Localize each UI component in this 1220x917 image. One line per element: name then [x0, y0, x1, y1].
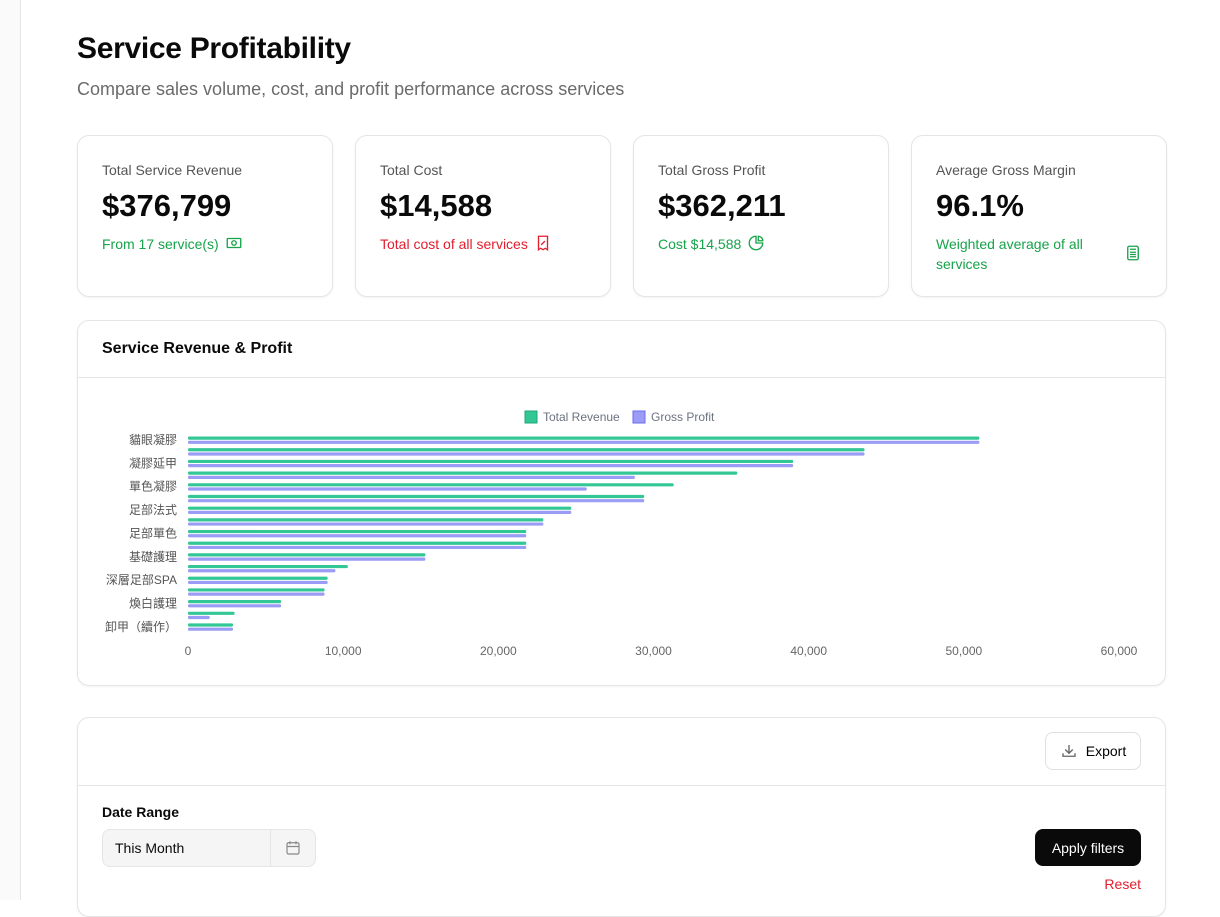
page-subtitle: Compare sales volume, cost, and profit p…: [77, 79, 625, 99]
stat-value: $362,211: [658, 188, 786, 223]
bar-gross-profit[interactable]: [188, 522, 544, 526]
legend-label: Gross Profit: [651, 410, 715, 424]
x-tick-label: 50,000: [945, 644, 982, 658]
bar-total-revenue[interactable]: [188, 529, 527, 534]
x-tick-label: 20,000: [480, 644, 517, 658]
bar-gross-profit[interactable]: [188, 510, 572, 514]
bar-total-revenue[interactable]: [188, 623, 233, 627]
date-range-value: This Month: [115, 840, 185, 856]
stat-card: Total Gross Profit $362,211 Cost $14,588: [633, 135, 889, 297]
chart-card: Service Revenue & Profit Total Revenue Gr…: [77, 320, 1166, 686]
bar-total-revenue[interactable]: [188, 448, 865, 452]
bar-total-revenue[interactable]: [188, 506, 572, 510]
bar-gross-profit[interactable]: [188, 464, 794, 468]
calendar-button[interactable]: [270, 830, 315, 866]
bar-gross-profit[interactable]: [188, 534, 527, 538]
bar-gross-profit[interactable]: [188, 475, 635, 479]
bar-total-revenue[interactable]: [188, 600, 282, 604]
download-icon: [1062, 745, 1076, 757]
pie-chart-icon: [748, 235, 764, 251]
category-label: 卸甲（續作）: [105, 619, 177, 634]
calendar-icon: [286, 841, 300, 855]
stat-label: Total Service Revenue: [102, 162, 243, 178]
bar-gross-profit[interactable]: [188, 604, 282, 608]
category-label: 煥白護理: [129, 596, 177, 611]
category-label: 凝膠延甲: [129, 455, 177, 470]
date-range-input[interactable]: This Month: [102, 829, 316, 867]
page-title: Service Profitability: [77, 32, 351, 65]
stat-note: From 17 service(s): [102, 236, 219, 252]
bar-gross-profit[interactable]: [188, 487, 587, 491]
legend-swatch: [524, 410, 538, 424]
x-tick-label: 10,000: [325, 644, 362, 658]
stat-value: $14,588: [380, 188, 493, 223]
stat-note: Weighted average of all services: [936, 236, 1083, 272]
bar-gross-profit[interactable]: [188, 580, 328, 585]
stat-label: Average Gross Margin: [936, 162, 1076, 178]
apply-filters-button[interactable]: Apply filters: [1035, 829, 1141, 866]
bar-gross-profit[interactable]: [188, 627, 233, 631]
stat-label: Total Cost: [380, 162, 443, 178]
bar-gross-profit[interactable]: [188, 592, 325, 596]
bar-gross-profit[interactable]: [188, 569, 336, 573]
stat-label: Total Gross Profit: [658, 162, 766, 178]
date-range-label: Date Range: [102, 804, 180, 820]
bar-gross-profit[interactable]: [188, 615, 210, 620]
bar-total-revenue[interactable]: [188, 459, 794, 464]
bar-total-revenue[interactable]: [188, 611, 235, 615]
bar-gross-profit[interactable]: [188, 499, 645, 503]
legend-label: Total Revenue: [543, 410, 620, 424]
export-button[interactable]: Export: [1045, 732, 1141, 770]
bar-total-revenue[interactable]: [188, 483, 674, 487]
bar-total-revenue[interactable]: [188, 588, 325, 592]
revenue-profit-chart: Total Revenue Gross Profit 貓眼凝膠凝膠延甲單色凝膠足部法…: [105, 410, 1138, 658]
receipt-percent-icon: [537, 235, 549, 252]
x-tick-label: 60,000: [1101, 644, 1138, 658]
legend-item[interactable]: Gross Profit: [632, 410, 715, 424]
calculator-icon: [1127, 245, 1139, 261]
category-label: 基礎護理: [129, 549, 177, 564]
bar-total-revenue[interactable]: [188, 518, 544, 522]
sidebar: [0, 0, 21, 900]
money-icon: [226, 237, 242, 249]
legend-item[interactable]: Total Revenue: [524, 410, 620, 424]
stat-note: Cost $14,588: [658, 236, 742, 252]
filter-card: Export Date Range This Month Apply filte…: [77, 717, 1166, 917]
stat-value: 96.1%: [936, 188, 1024, 223]
category-label: 足部單色: [129, 525, 177, 540]
chart-title: Service Revenue & Profit: [78, 321, 1165, 378]
bar-gross-profit[interactable]: [188, 452, 865, 456]
bar-total-revenue[interactable]: [188, 553, 426, 557]
bar-gross-profit[interactable]: [188, 557, 426, 561]
stat-value: $376,799: [102, 188, 232, 223]
bar-total-revenue[interactable]: [188, 494, 645, 499]
stat-card: Total Service Revenue $376,799 From 17 s…: [77, 135, 333, 297]
bar-total-revenue[interactable]: [188, 471, 738, 475]
stat-card: Average Gross Margin 96.1% Weighted aver…: [911, 135, 1167, 297]
x-tick-label: 30,000: [635, 644, 672, 658]
category-label: 貓眼凝膠: [129, 432, 177, 447]
x-tick-label: 0: [185, 644, 192, 658]
legend-swatch: [632, 410, 646, 424]
export-label: Export: [1085, 743, 1127, 759]
category-label: 單色凝膠: [129, 479, 177, 494]
bar-gross-profit[interactable]: [188, 440, 980, 444]
bar-gross-profit[interactable]: [188, 545, 527, 550]
x-tick-label: 40,000: [790, 644, 827, 658]
reset-link[interactable]: Reset: [1104, 876, 1141, 892]
bar-total-revenue[interactable]: [188, 576, 328, 580]
stat-note: Total cost of all services: [380, 236, 528, 252]
stat-card: Total Cost $14,588 Total cost of all ser…: [355, 135, 611, 297]
bar-total-revenue[interactable]: [188, 436, 980, 440]
category-label: 足部法式: [129, 502, 177, 517]
bar-total-revenue[interactable]: [188, 541, 527, 545]
bar-total-revenue[interactable]: [188, 564, 348, 569]
category-label: 深層足部SPA: [106, 572, 177, 587]
